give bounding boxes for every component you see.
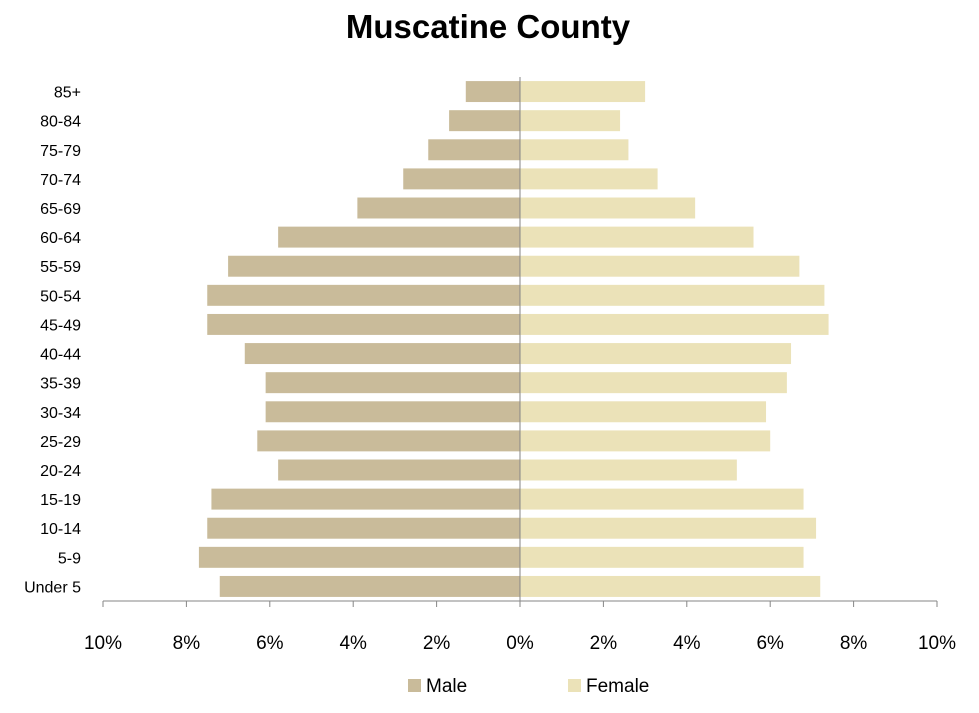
x-axis: 10% 8% 6% 4% 2% 0% 2% 4% 6% 8% 10%: [84, 77, 956, 654]
bar-female-50-54: [520, 284, 825, 306]
bar-female-35-39: [520, 372, 787, 394]
x-tick-label: 4%: [339, 633, 367, 654]
bar-male-30-34: [265, 401, 520, 423]
bar-male-25-29: [257, 430, 520, 452]
bar-male-75-79: [428, 139, 520, 161]
bar-male-85+: [465, 81, 520, 103]
bar-male-65-69: [357, 197, 520, 219]
bar-female-40-44: [520, 343, 792, 365]
x-tick-label: 6%: [256, 633, 284, 654]
bar-female-55-59: [520, 255, 800, 277]
legend: Male Female: [408, 676, 649, 697]
category-label: 25-29: [40, 434, 81, 451]
category-label: Under 5: [24, 579, 81, 596]
x-tick-label: 4%: [673, 633, 701, 654]
bars-layer: [198, 81, 829, 597]
bar-female-80-84: [520, 110, 621, 132]
chart-title: Muscatine County: [346, 8, 631, 45]
category-label: 60-64: [40, 230, 81, 247]
category-label: 65-69: [40, 201, 81, 218]
category-label: 5-9: [58, 550, 81, 567]
bar-male-80-84: [449, 110, 520, 132]
category-label: 15-19: [40, 492, 81, 509]
bar-female-under-5: [520, 575, 821, 597]
bar-male-35-39: [265, 372, 520, 394]
bar-female-45-49: [520, 313, 829, 335]
bar-male-40-44: [244, 343, 520, 365]
category-label: 75-79: [40, 143, 81, 160]
category-label: 20-24: [40, 463, 81, 480]
bar-female-25-29: [520, 430, 771, 452]
category-label: 55-59: [40, 259, 81, 276]
bar-female-75-79: [520, 139, 629, 161]
bar-male-15-19: [211, 488, 521, 510]
category-label: 80-84: [40, 114, 81, 131]
bar-female-70-74: [520, 168, 658, 190]
category-label: 10-14: [40, 521, 81, 538]
bar-male-60-64: [278, 226, 520, 248]
bar-female-10-14: [520, 517, 817, 539]
bar-male-10-14: [207, 517, 520, 539]
category-label: 40-44: [40, 347, 81, 364]
category-label: 70-74: [40, 172, 81, 189]
category-label: 50-54: [40, 288, 81, 305]
bar-female-20-24: [520, 459, 737, 481]
x-tick-label: 8%: [840, 633, 868, 654]
category-label: 45-49: [40, 317, 81, 334]
bar-male-70-74: [403, 168, 520, 190]
legend-label-female: Female: [586, 676, 649, 697]
x-tick-label: 8%: [173, 633, 201, 654]
bar-female-85+: [520, 81, 646, 103]
category-labels: Under 5 5-9 10-14 15-19 20-24 25-29 30-34 35-39…: [24, 85, 81, 597]
x-tick-label: 10%: [918, 633, 956, 654]
bar-female-30-34: [520, 401, 767, 423]
legend-swatch-male: [408, 679, 421, 692]
bar-male-under-5: [219, 575, 520, 597]
bar-female-5-9: [520, 546, 804, 568]
bar-male-20-24: [278, 459, 520, 481]
bar-female-65-69: [520, 197, 696, 219]
category-label: 35-39: [40, 376, 81, 393]
bar-male-50-54: [207, 284, 520, 306]
legend-swatch-female: [568, 679, 581, 692]
bar-female-15-19: [520, 488, 804, 510]
bar-male-45-49: [207, 313, 520, 335]
x-tick-label: 2%: [590, 633, 618, 654]
bar-male-5-9: [198, 546, 520, 568]
category-label: 30-34: [40, 405, 81, 422]
x-tick-label: 6%: [756, 633, 784, 654]
x-tick-label: 10%: [84, 633, 122, 654]
bar-female-60-64: [520, 226, 754, 248]
x-tick-label: 2%: [423, 633, 451, 654]
category-label: 85+: [54, 85, 81, 102]
x-tick-label: 0%: [506, 633, 534, 654]
legend-label-male: Male: [426, 676, 467, 697]
bar-male-55-59: [228, 255, 520, 277]
